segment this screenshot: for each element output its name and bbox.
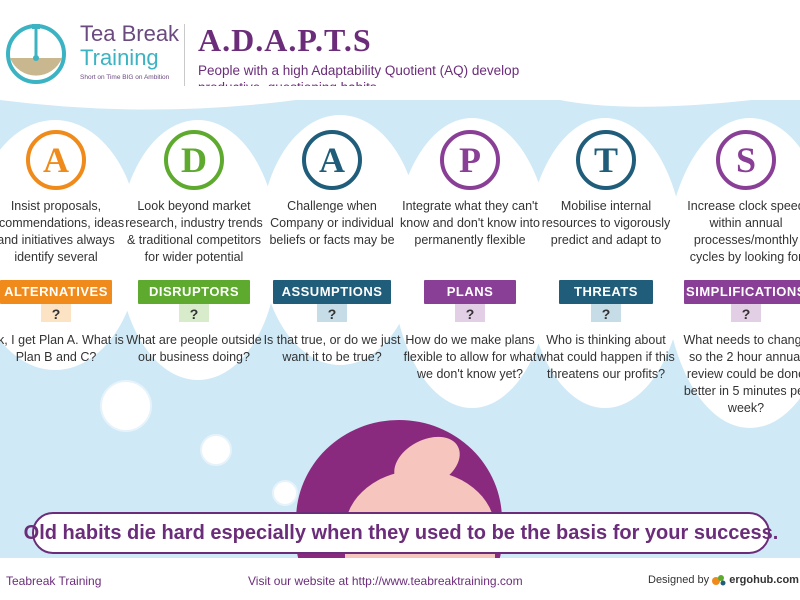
column-question: Ok, I get Plan A. What is Plan B and C? xyxy=(0,333,124,364)
column-disruptors: D Look beyond market research, industry … xyxy=(124,130,264,366)
badge-plans: PLANS xyxy=(424,280,516,304)
column-threats: T Mobilise internal resources to vigorou… xyxy=(536,130,676,383)
column-question: How do we make plans flexible to allow f… xyxy=(403,333,537,381)
thought-bubble xyxy=(200,434,232,466)
column-question: What are people outside our business doi… xyxy=(126,333,262,364)
letter-circle: P xyxy=(440,130,500,190)
column-assumptions: A Challenge when Company or individual b… xyxy=(262,130,402,366)
brand-tagline: Short on Time BIG on Ambition xyxy=(80,74,170,81)
quote-banner: Old habits die hard especially when they… xyxy=(24,512,778,554)
ergohub-logo-icon xyxy=(712,574,726,586)
footer xyxy=(0,558,800,600)
column-simplifications: S Increase clock speed within annual pro… xyxy=(676,130,800,417)
badge-simplifications: SIMPLIFICATIONS xyxy=(684,280,800,304)
badge-assumptions: ASSUMPTIONS xyxy=(273,280,391,304)
letter-circle: A xyxy=(302,130,362,190)
badge-threats: THREATS xyxy=(559,280,653,304)
column-question: Is that true, or do we just want it to b… xyxy=(263,333,401,364)
page-title: A.D.A.P.T.S xyxy=(198,22,372,58)
letter-circle: D xyxy=(164,130,224,190)
brand[interactable]: Tea Break Training Short on Time BIG on … xyxy=(80,21,180,82)
column-description: Integrate what they can't know and don't… xyxy=(400,199,540,247)
question-mark-icon: ? xyxy=(317,304,347,322)
column-question: What needs to change so the 2 hour annua… xyxy=(683,333,800,415)
letter-circle: A xyxy=(26,130,86,190)
question-mark-icon: ? xyxy=(591,304,621,322)
footer-website-link[interactable]: Visit our website at http://www.teabreak… xyxy=(248,574,523,588)
badge-disruptors: DISRUPTORS xyxy=(138,280,250,304)
letter-circle: T xyxy=(576,130,636,190)
designed-by-label: Designed by xyxy=(648,574,710,586)
column-question: Who is thinking about what could happen … xyxy=(537,333,675,381)
header-divider xyxy=(184,24,185,90)
brand-name-line1: Tea Break xyxy=(80,21,180,46)
column-alternatives: A Insist proposals, recommendations, ide… xyxy=(0,130,126,366)
thought-bubble xyxy=(100,380,152,432)
column-description: Insist proposals, recommendations, ideas… xyxy=(0,199,125,264)
column-description: Mobilise internal resources to vigorousl… xyxy=(541,199,671,247)
teacup-clock-icon xyxy=(6,24,66,84)
column-description: Look beyond market research, industry tr… xyxy=(125,199,263,264)
footer-brand: Teabreak Training xyxy=(6,574,102,588)
question-mark-icon: ? xyxy=(455,304,485,322)
designer-name[interactable]: ergohub.com xyxy=(729,574,799,586)
column-description: Challenge when Company or individual bel… xyxy=(269,199,395,247)
question-mark-icon: ? xyxy=(731,304,761,322)
footer-credit: Designed by ergohub.com xyxy=(648,574,799,586)
question-mark-icon: ? xyxy=(179,304,209,322)
badge-alternatives: ALTERNATIVES xyxy=(0,280,112,304)
column-plans: P Integrate what they can't know and don… xyxy=(400,130,540,383)
question-mark-icon: ? xyxy=(41,304,71,322)
thought-bubble xyxy=(272,480,298,506)
column-description: Increase clock speed within annual proce… xyxy=(687,199,800,264)
brand-name-line2: Training xyxy=(80,45,159,70)
letter-circle: S xyxy=(716,130,776,190)
header-wave xyxy=(0,86,800,110)
quote-text: Old habits die hard especially when they… xyxy=(23,521,779,544)
